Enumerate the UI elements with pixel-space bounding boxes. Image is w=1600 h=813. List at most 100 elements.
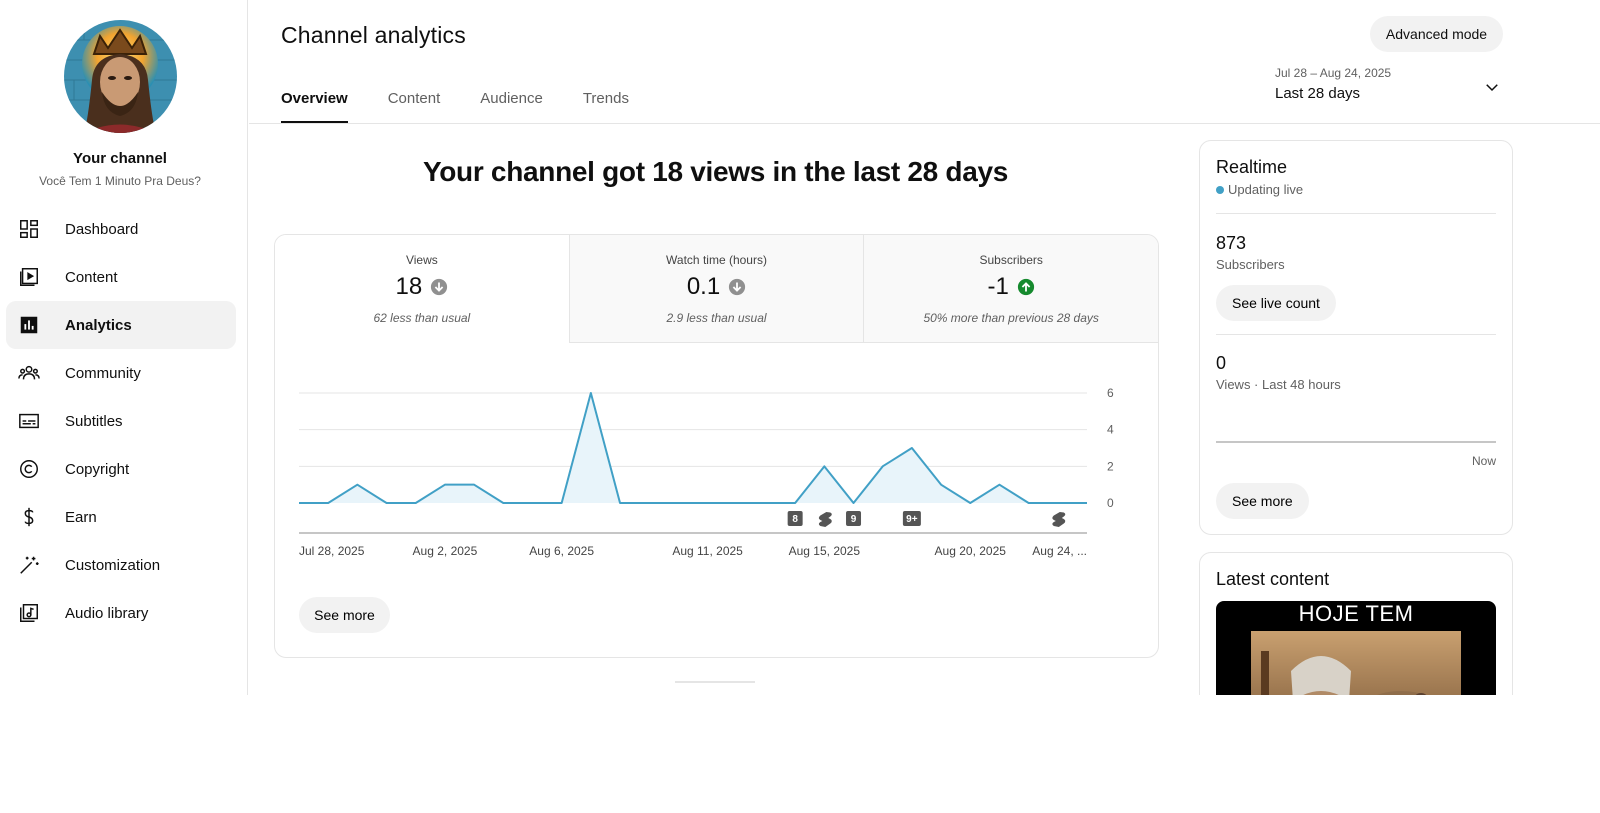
metric-tab-watch-time[interactable]: Watch time (hours) 0.1 2.9 less than usu… — [568, 235, 864, 343]
realtime-title: Realtime — [1216, 157, 1288, 177]
metric-label: Subscribers — [979, 253, 1043, 267]
sidebar-item-community[interactable]: Community — [6, 349, 236, 397]
x-tick-label: Aug 15, 2025 — [789, 544, 861, 558]
y-tick-label: 4 — [1107, 423, 1114, 437]
tab-trends[interactable]: Trends — [582, 90, 629, 107]
upload-count-marker — [787, 511, 803, 526]
sidebar-item-audio-library[interactable]: Audio library — [6, 589, 236, 637]
sidebar-item-content[interactable]: Content — [6, 253, 236, 301]
sidebar-item-label: Earn — [65, 508, 97, 526]
channel-title: Your channel — [73, 150, 167, 167]
video-thumbnail[interactable]: HOJE TEM — [1216, 601, 1496, 695]
x-tick-label: Aug 6, 2025 — [529, 544, 594, 558]
series-line — [299, 392, 1087, 504]
sidebar-item-customization[interactable]: Customization — [6, 541, 236, 589]
shorts-marker-icon — [1052, 512, 1066, 527]
community-icon — [18, 362, 40, 384]
sidebar-item-dashboard[interactable]: Dashboard — [6, 205, 236, 253]
sidebar-item-label: Community — [65, 364, 141, 382]
divider — [1216, 213, 1496, 214]
sidebar-item-label: Dashboard — [65, 220, 139, 238]
metric-value-row: 18 — [275, 273, 569, 301]
sidebar: Your channel Você Tem 1 Minuto Pra Deus?… — [0, 0, 248, 695]
sidebar-item-copyright[interactable]: Copyright — [6, 445, 236, 493]
metric-label: Views — [405, 253, 438, 267]
sidebar-item-label: Customization — [65, 556, 161, 574]
date-range-text: Jul 28 – Aug 24, 2025 — [1275, 66, 1392, 80]
see-more-button[interactable]: See more — [299, 597, 390, 633]
metric-value: 18 — [395, 273, 423, 300]
magic-wand-icon — [18, 554, 40, 576]
tab-audience[interactable]: Audience — [480, 90, 543, 107]
realtime-views-label: Views · Last 48 hours — [1216, 377, 1341, 392]
metric-tabs: Views 18 62 less than usual Watch time (… — [275, 235, 1158, 343]
sidebar-nav: Dashboard Content Analytics Community — [6, 205, 236, 637]
sidebar-item-earn[interactable]: Earn — [6, 493, 236, 541]
sidebar-item-label: Content — [65, 268, 118, 286]
avatar-image — [64, 20, 177, 133]
sidebar-item-label: Copyright — [65, 460, 130, 478]
upload-count-marker — [846, 511, 862, 526]
metric-value: -1 — [987, 273, 1009, 300]
analytics-icon — [18, 314, 40, 336]
latest-content-card: Latest content HOJE TEM — [1199, 552, 1513, 695]
metric-value-row: 0.1 — [570, 273, 864, 301]
live-status: Updating live — [1216, 182, 1303, 197]
divider — [1216, 334, 1496, 335]
realtime-see-more-button[interactable]: See more — [1216, 483, 1309, 519]
subscriber-count-label: Subscribers — [1216, 257, 1285, 272]
channel-name: Você Tem 1 Minuto Pra Deus? — [39, 174, 201, 188]
y-tick-label: 2 — [1107, 459, 1114, 473]
sidebar-item-subtitles[interactable]: Subtitles — [6, 397, 236, 445]
y-tick-label: 6 — [1107, 386, 1114, 400]
realtime-sparkline — [1216, 441, 1496, 443]
tab-content[interactable]: Content — [387, 90, 441, 107]
upload-count-label: 9 — [851, 514, 857, 525]
x-tick-label: Aug 24, ... — [1032, 544, 1087, 558]
metrics-card: Views 18 62 less than usual Watch time (… — [274, 234, 1159, 658]
realtime-card: Realtime Updating live 873 Subscribers S… — [1199, 140, 1513, 535]
arrow-down-icon — [431, 278, 448, 296]
views-chart: 0 2 4 6 Jul 28, 2025 Aug 2, 2025 Aug 6, 2025 Au… — [298, 386, 1114, 558]
date-range-label: Last 28 days — [1275, 85, 1361, 102]
x-tick-label: Aug 20, 2025 — [935, 544, 1007, 558]
upload-count-label: 8 — [792, 514, 798, 525]
date-range-picker[interactable]: Jul 28 – Aug 24, 2025 Last 28 days — [1275, 66, 1505, 110]
metric-label: Watch time (hours) — [666, 253, 767, 267]
upload-count-marker — [902, 511, 921, 526]
metric-tab-views[interactable]: Views 18 62 less than usual — [275, 235, 569, 343]
metric-tab-subscribers[interactable]: Subscribers -1 50% more than previous 28… — [863, 235, 1158, 343]
x-tick-label: Jul 28, 2025 — [299, 544, 365, 558]
realtime-views-count: 0 — [1216, 353, 1227, 373]
analytics-tabs: Overview Content Audience Trends — [281, 80, 669, 124]
see-live-count-button[interactable]: See live count — [1216, 285, 1336, 321]
overview-headline: Your channel got 18 views in the last 28… — [422, 156, 1009, 187]
live-status-text: Updating live — [1228, 182, 1304, 197]
upload-count-label: 9+ — [906, 514, 918, 525]
page-title: Channel analytics — [281, 22, 466, 48]
content-icon — [18, 266, 40, 288]
studio-frame: Your channel Você Tem 1 Minuto Pra Deus?… — [0, 0, 1600, 695]
advanced-mode-button[interactable]: Advanced mode — [1370, 16, 1503, 52]
live-dot-icon — [1216, 185, 1224, 194]
subscriber-count: 873 — [1216, 233, 1247, 253]
x-tick-label: Aug 2, 2025 — [413, 544, 478, 558]
thumbnail-caption: HOJE TEM — [1298, 601, 1414, 626]
latest-content-title: Latest content — [1216, 569, 1330, 589]
y-tick-label: 0 — [1107, 496, 1114, 510]
carousel-indicator — [675, 681, 755, 683]
sidebar-item-label: Analytics — [65, 316, 132, 334]
arrow-up-icon — [1017, 278, 1034, 296]
audio-library-icon — [18, 602, 40, 624]
sidebar-item-analytics[interactable]: Analytics — [6, 301, 236, 349]
chevron-down-icon — [1486, 84, 1498, 92]
metric-note: 50% more than previous 28 days — [923, 311, 1099, 325]
metric-value-row: -1 — [864, 273, 1158, 301]
dashboard-icon — [18, 218, 40, 240]
x-tick-label: Aug 11, 2025 — [672, 544, 743, 558]
channel-avatar[interactable] — [64, 20, 177, 133]
metric-note: 2.9 less than usual — [666, 311, 767, 325]
copyright-icon — [18, 458, 40, 480]
metric-note: 62 less than usual — [373, 311, 471, 325]
tab-overview[interactable]: Overview — [281, 80, 348, 124]
